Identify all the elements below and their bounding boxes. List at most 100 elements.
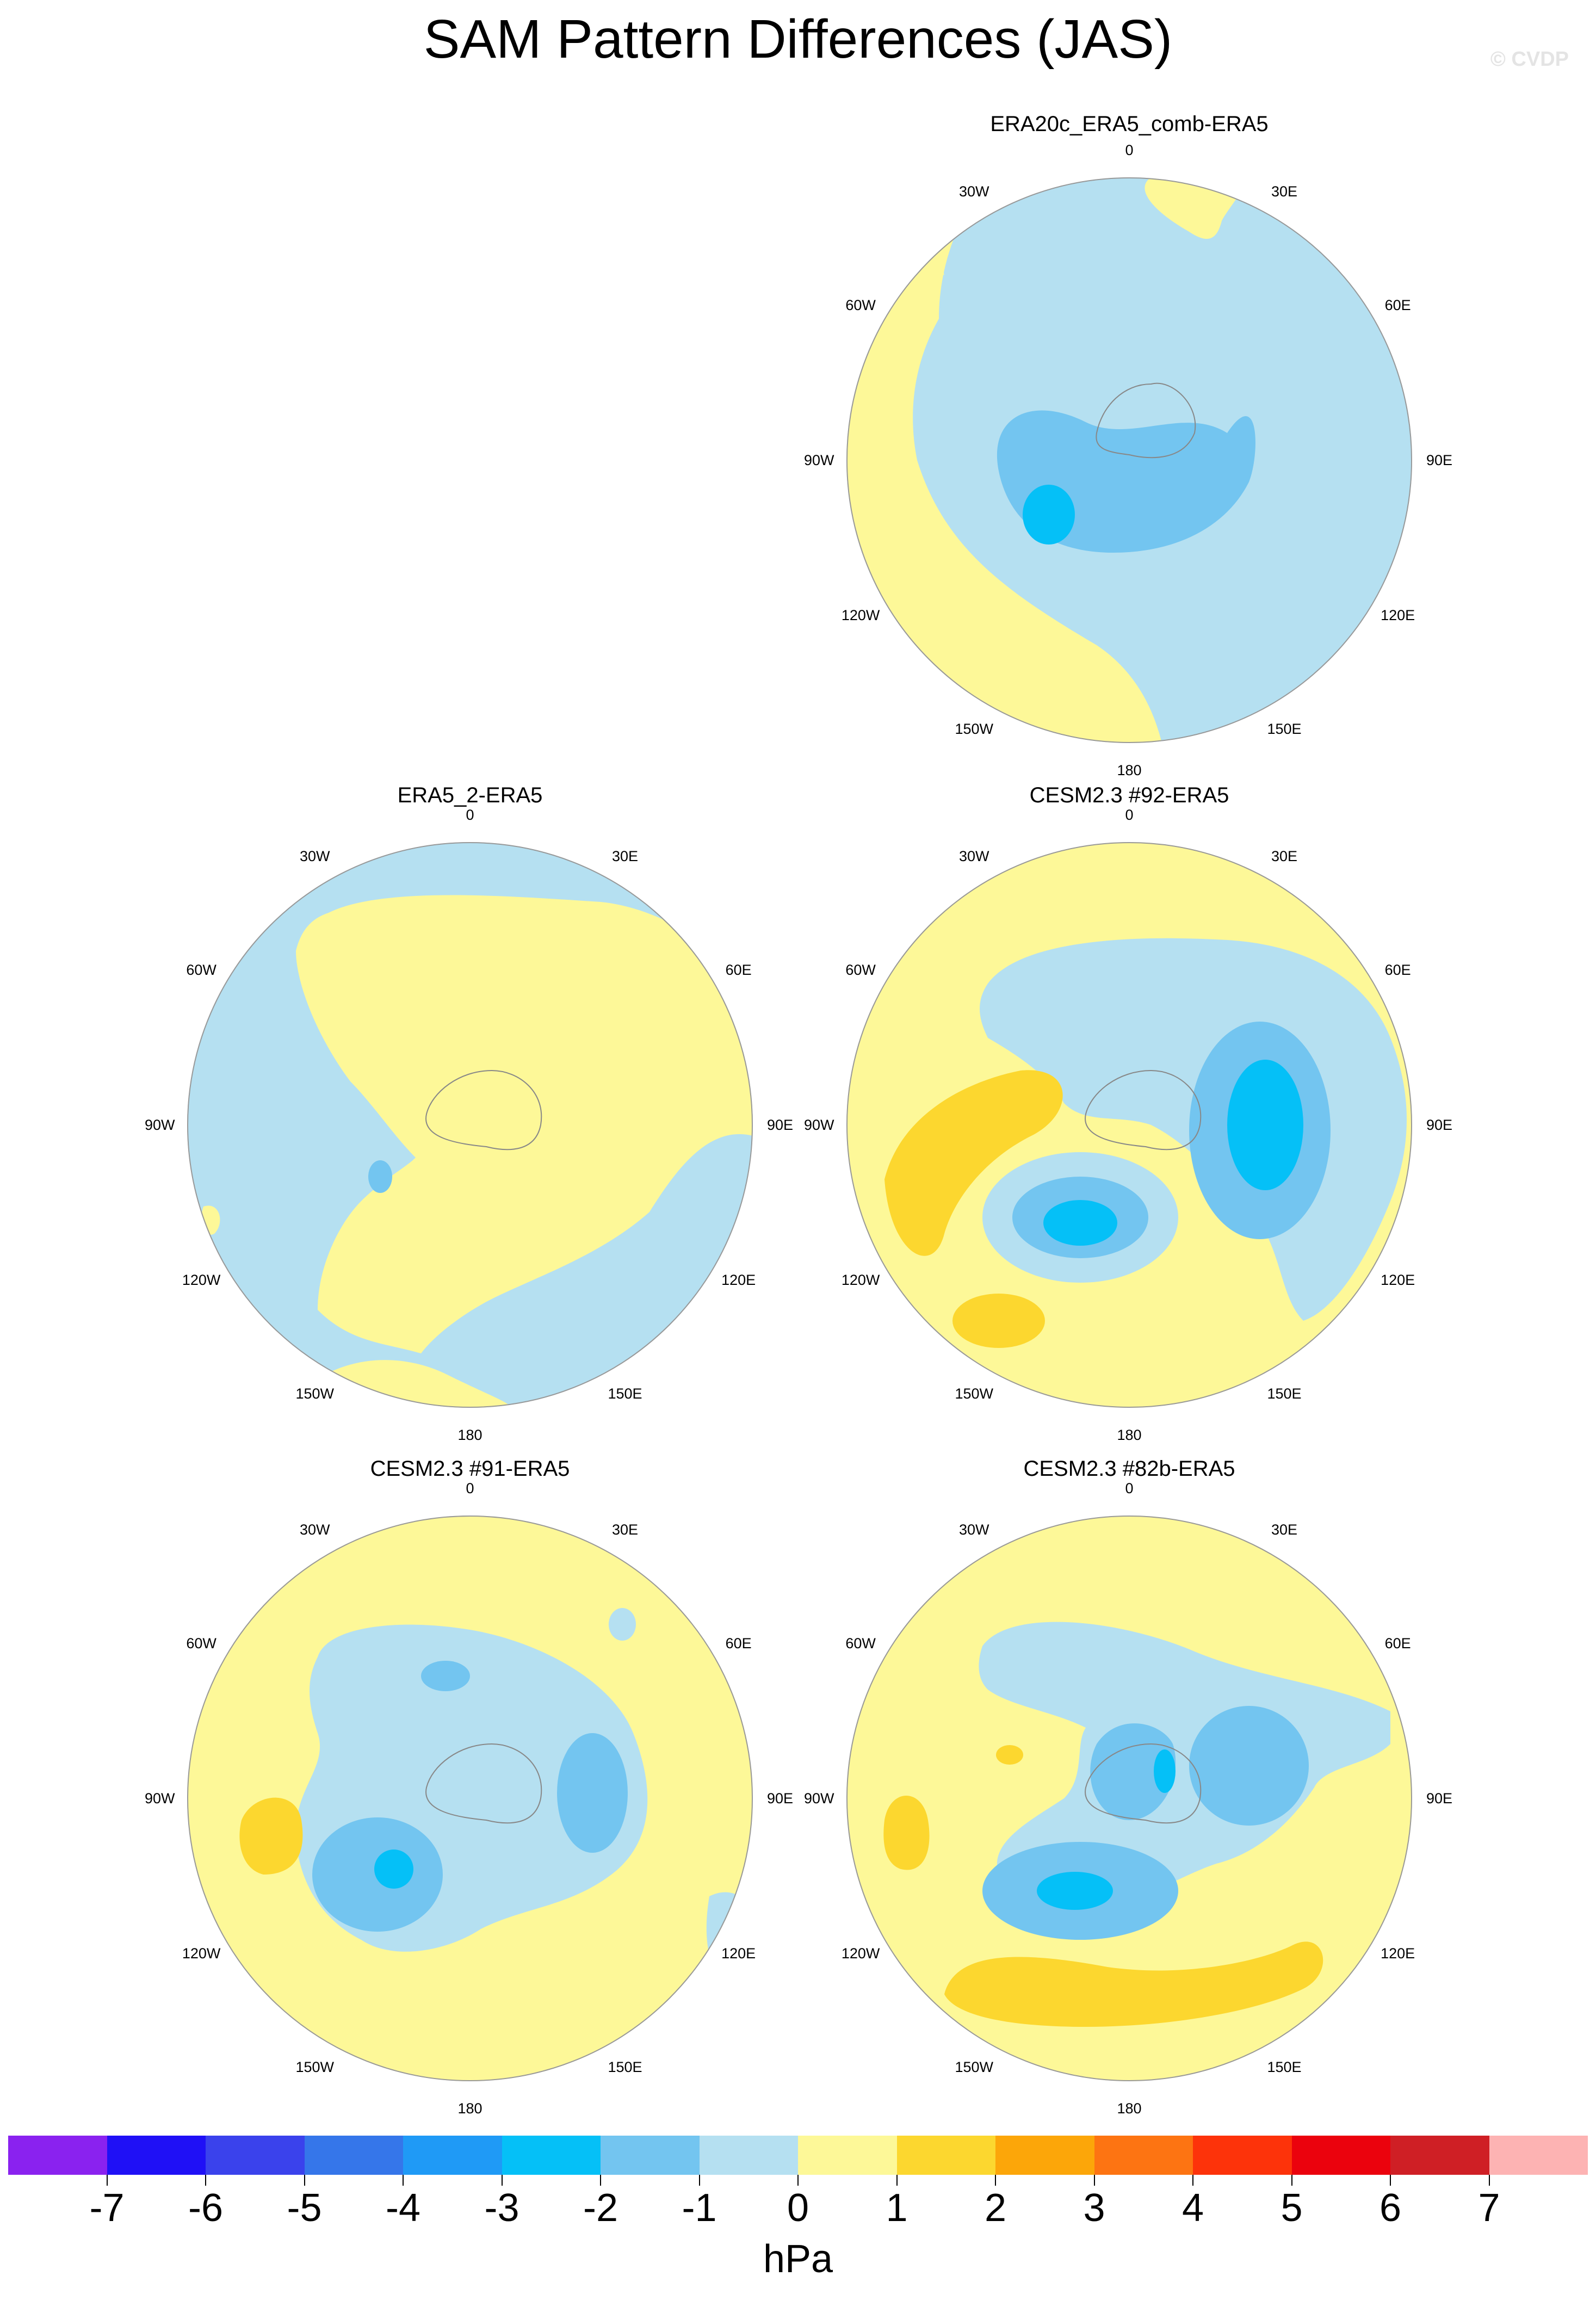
longitude-label: 180 <box>1117 2100 1142 2117</box>
longitude-label: 180 <box>1117 762 1142 778</box>
colorbar-tick-label: 6 <box>1379 2186 1402 2230</box>
colorbar-tick <box>1488 2175 1490 2186</box>
colorbar-tick-label: -3 <box>484 2186 519 2230</box>
colorbar-tick-label: -2 <box>583 2186 618 2230</box>
colorbar-tick-label: -5 <box>287 2186 322 2230</box>
longitude-label: 30E <box>612 848 639 865</box>
colorbar-tick-label: -1 <box>682 2186 717 2230</box>
longitude-label: 120E <box>1381 607 1415 623</box>
colorbar-swatch <box>995 2136 1094 2175</box>
colorbar-tick-label: -6 <box>188 2186 224 2230</box>
longitude-label: 60W <box>186 1635 216 1651</box>
colorbar-swatch <box>1193 2136 1292 2175</box>
longitude-label: 30E <box>1271 183 1298 200</box>
figure-title: SAM Pattern Differences (JAS) <box>423 9 1173 70</box>
longitude-label: 0 <box>466 1480 474 1496</box>
longitude-label: 30E <box>1271 848 1298 865</box>
colorbar-tick-label: 7 <box>1478 2186 1500 2230</box>
map-panel-era5-2 <box>187 842 753 1408</box>
longitude-label: 0 <box>466 807 474 823</box>
colorbar-tick <box>995 2175 996 2186</box>
map-panel-cesm-92 <box>846 842 1412 1408</box>
longitude-label: 120W <box>182 1945 221 1962</box>
colorbar-tick <box>106 2175 108 2186</box>
longitude-label: 90E <box>1426 1117 1453 1133</box>
longitude-label: 30W <box>959 183 989 200</box>
longitude-label: 0 <box>1125 807 1134 823</box>
longitude-label: 120W <box>841 1272 880 1288</box>
colorbar-swatch <box>601 2136 700 2175</box>
colorbar-swatch <box>1390 2136 1489 2175</box>
longitude-label: 30E <box>612 1521 639 1538</box>
longitude-label: 30W <box>959 848 989 865</box>
colorbar-tick <box>1390 2175 1391 2186</box>
longitude-label: 150W <box>955 1385 994 1402</box>
longitude-label: 150E <box>1267 720 1302 737</box>
colorbar-tick-label: -7 <box>89 2186 125 2230</box>
colorbar-tick <box>403 2175 404 2186</box>
colorbar-tick <box>205 2175 206 2186</box>
colorbar-tick <box>1192 2175 1193 2186</box>
longitude-label: 30W <box>300 1521 330 1538</box>
colorbar-tick-label: 0 <box>787 2186 809 2230</box>
map-panel-cesm-82b <box>846 1516 1412 2081</box>
longitude-label: 150E <box>608 1385 642 1402</box>
colorbar-swatch <box>1094 2136 1193 2175</box>
longitude-label: 30W <box>300 848 330 865</box>
longitude-label: 90W <box>804 1117 834 1133</box>
panel-title-era20c: ERA20c_ERA5_comb-ERA5 <box>990 112 1269 136</box>
colorbar-swatch <box>798 2136 897 2175</box>
longitude-label: 60W <box>845 1635 876 1651</box>
longitude-label: 150E <box>1267 2058 1302 2075</box>
colorbar-swatch <box>206 2136 305 2175</box>
colorbar-tick <box>600 2175 601 2186</box>
longitude-label: 150E <box>608 2058 642 2075</box>
longitude-label: 90W <box>145 1117 175 1133</box>
longitude-label: 180 <box>1117 1427 1142 1443</box>
longitude-label: 60E <box>725 1635 752 1651</box>
longitude-label: 120W <box>182 1272 221 1288</box>
longitude-label: 120E <box>721 1272 756 1288</box>
colorbar-swatch <box>8 2136 107 2175</box>
longitude-label: 90W <box>804 452 834 468</box>
map-panel-cesm-91 <box>187 1516 753 2081</box>
longitude-label: 0 <box>1125 142 1134 158</box>
longitude-label: 60E <box>725 962 752 978</box>
colorbar-tick <box>501 2175 503 2186</box>
colorbar-swatch <box>1291 2136 1390 2175</box>
panel-title-cesm-82b: CESM2.3 #82b-ERA5 <box>1023 1457 1235 1481</box>
longitude-label: 90W <box>804 1790 834 1807</box>
longitude-label: 90E <box>767 1117 794 1133</box>
longitude-label: 60E <box>1384 297 1411 313</box>
longitude-label: 90E <box>767 1790 794 1807</box>
cvdp-watermark: © CVDP <box>1490 48 1569 71</box>
longitude-label: 90E <box>1426 452 1453 468</box>
colorbar <box>8 2136 1588 2175</box>
panel-title-cesm-92: CESM2.3 #92-ERA5 <box>1029 783 1229 807</box>
longitude-label: 60E <box>1384 962 1411 978</box>
colorbar-tick <box>1291 2175 1292 2186</box>
longitude-label: 90E <box>1426 1790 1453 1807</box>
panel-title-era5-2: ERA5_2-ERA5 <box>397 783 543 807</box>
longitude-label: 30W <box>959 1521 989 1538</box>
longitude-label: 150W <box>955 2058 994 2075</box>
colorbar-tick-label: 1 <box>886 2186 908 2230</box>
colorbar-tick-label: 2 <box>984 2186 1007 2230</box>
longitude-label: 60W <box>845 962 876 978</box>
longitude-label: 90W <box>145 1790 175 1807</box>
map-panel-era20c <box>846 177 1412 743</box>
colorbar-swatch <box>107 2136 206 2175</box>
longitude-label: 150W <box>295 2058 335 2075</box>
longitude-label: 150E <box>1267 1385 1302 1402</box>
colorbar-tick <box>797 2175 799 2186</box>
colorbar-units: hPa <box>763 2237 833 2281</box>
colorbar-tick <box>698 2175 700 2186</box>
longitude-label: 150W <box>295 1385 335 1402</box>
longitude-label: 60W <box>186 962 216 978</box>
colorbar-tick-label: -4 <box>385 2186 421 2230</box>
longitude-label: 60E <box>1384 1635 1411 1651</box>
longitude-label: 120E <box>1381 1272 1415 1288</box>
longitude-label: 150W <box>955 720 994 737</box>
panel-title-cesm-91: CESM2.3 #91-ERA5 <box>370 1457 570 1481</box>
colorbar-tick-label: 4 <box>1181 2186 1204 2230</box>
